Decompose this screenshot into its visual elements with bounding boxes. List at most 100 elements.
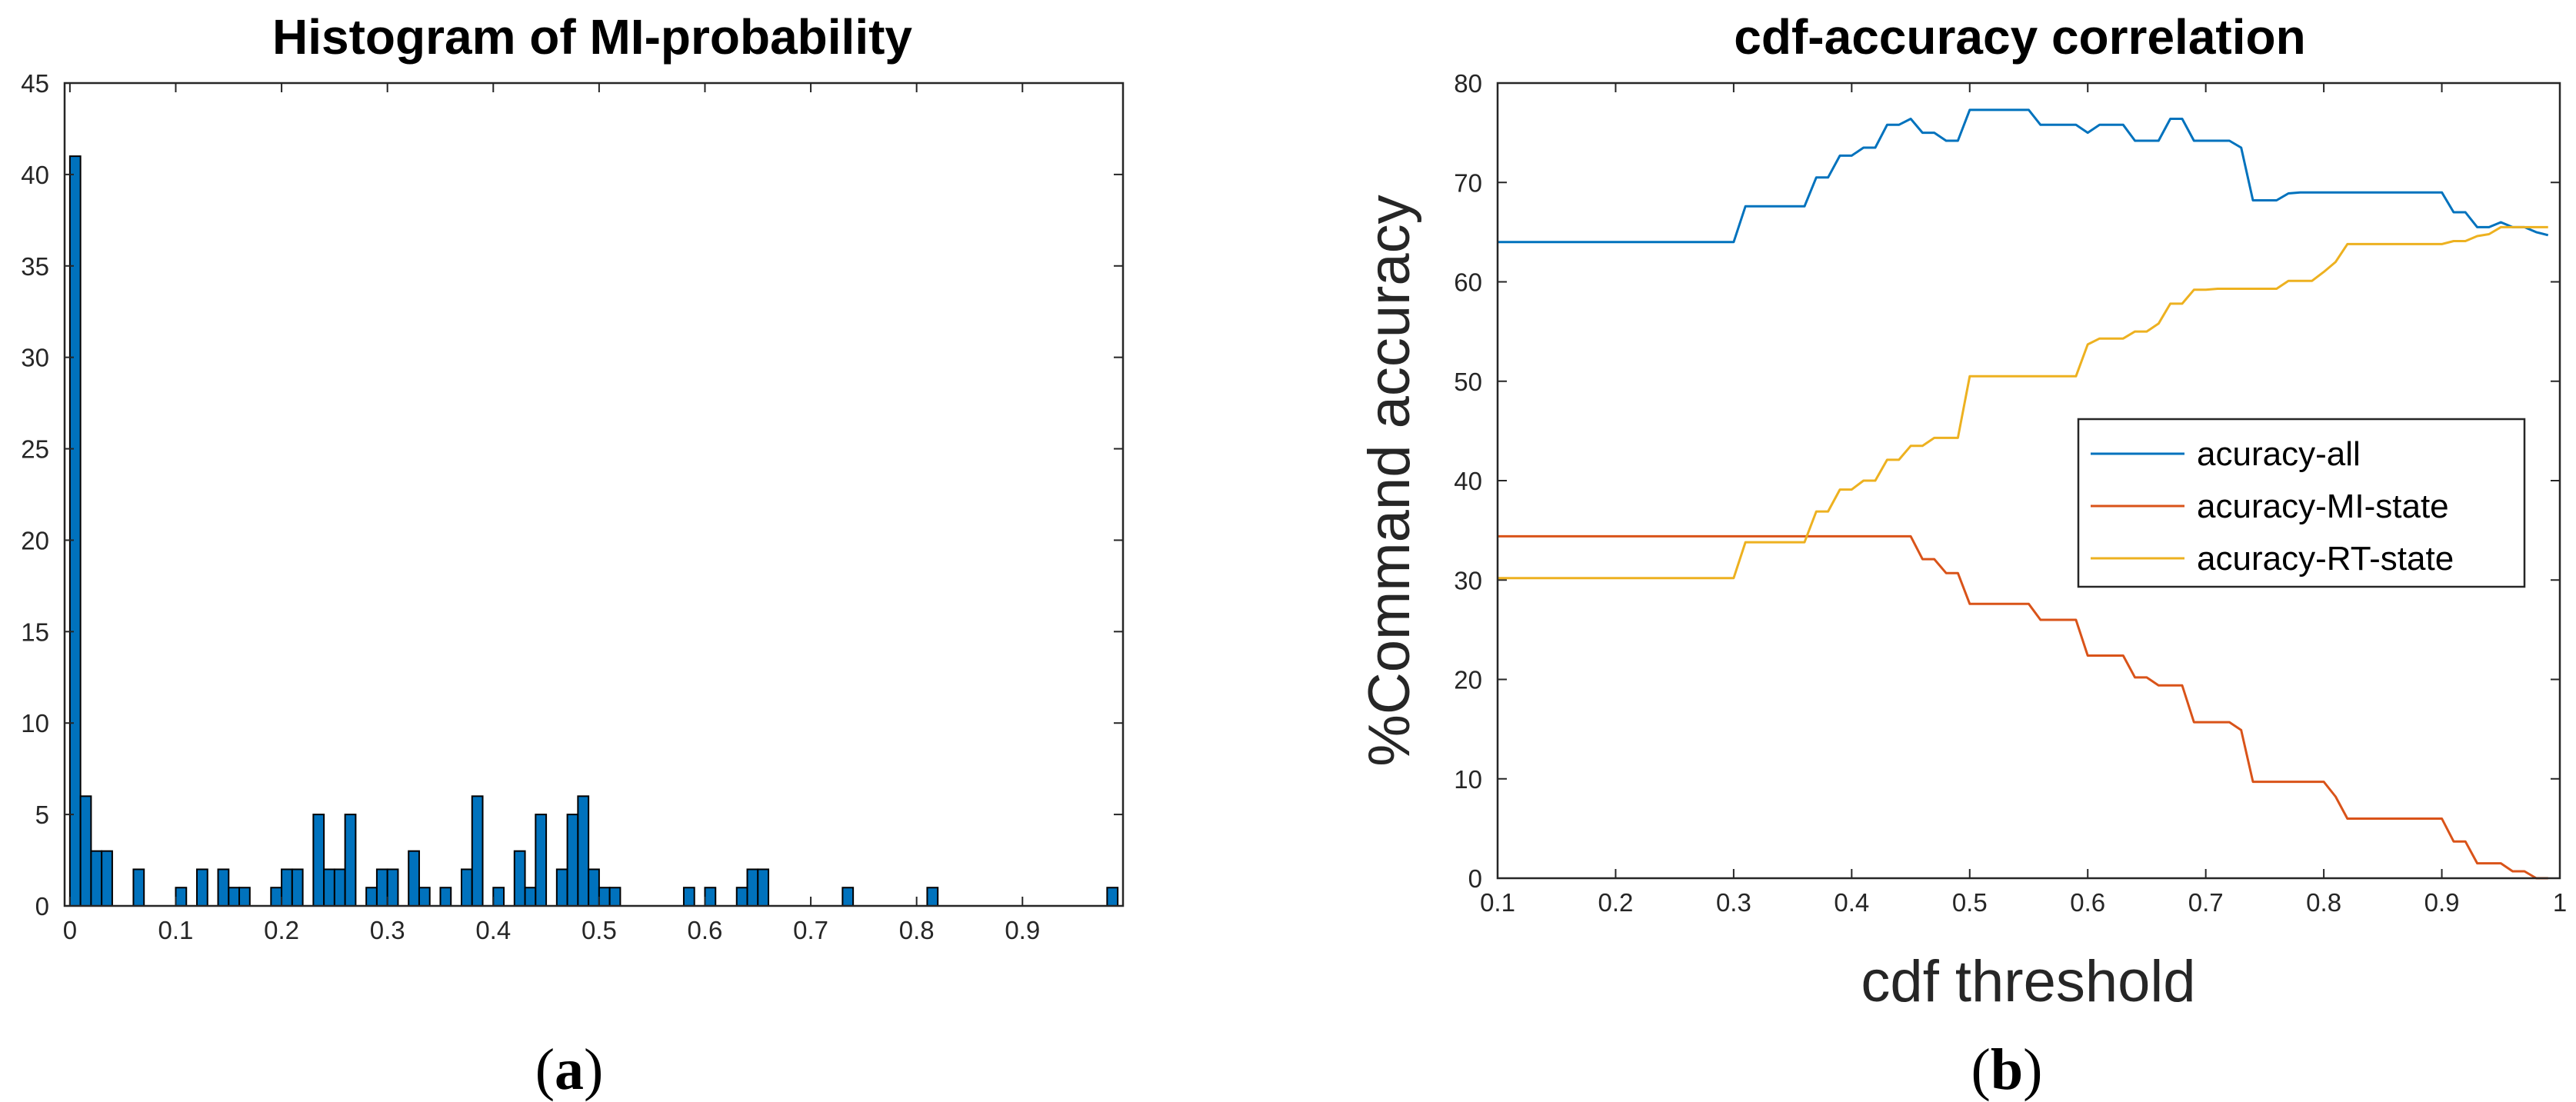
histogram-bar (386, 868, 399, 907)
x-tick-label: 0.1 (1480, 888, 1515, 917)
x-tick-label: 0.6 (688, 916, 723, 944)
x-tick-label: 0.8 (2306, 888, 2341, 917)
x-tick-label: 0.5 (582, 916, 617, 944)
y-tick-label: 40 (1454, 467, 1482, 495)
histogram-bar (323, 868, 335, 907)
histogram-bar (608, 887, 622, 907)
legend-label-acuracy-mi-state: acuracy-MI-state (2197, 488, 2449, 525)
x-tick-label: 0.4 (1834, 888, 1869, 917)
histogram-bar (270, 887, 283, 907)
histogram-bar (513, 850, 526, 907)
y-tick-label: 45 (21, 69, 49, 98)
x-tick-label: 0.7 (793, 916, 828, 944)
histogram-bar (471, 795, 484, 907)
histogram-bar (746, 868, 759, 907)
x-tick-label: 0.4 (475, 916, 511, 944)
histogram-bars (68, 155, 1119, 907)
histogram-bar (492, 887, 505, 907)
y-tick-label: 60 (1454, 268, 1482, 297)
histogram-bar (375, 868, 388, 907)
cdf-accuracy-lines (1498, 108, 2549, 880)
cdf-accuracy-axes-box (1496, 82, 2561, 880)
x-tick-label: 0.6 (2070, 888, 2105, 917)
y-tick-label: 0 (35, 892, 49, 921)
x-tick-label: 0.2 (264, 916, 299, 944)
histogram-bar (228, 887, 241, 907)
histogram-panel: Histogram of MI-probability 0 0.1 0.2 0.3 0.… (21, 9, 1125, 1102)
histogram-bar (365, 887, 378, 907)
series-line-acuracy-rt-state (1498, 225, 2548, 580)
x-tick-label: 1 (2553, 888, 2567, 917)
series-line-acuracy-all (1498, 108, 2549, 244)
x-tick-label: 0.9 (2424, 888, 2460, 917)
y-tick-label: 5 (35, 801, 49, 829)
y-tick-label: 25 (21, 435, 49, 464)
x-tick-label: 0.5 (1952, 888, 1988, 917)
y-tick-label: 20 (1454, 666, 1482, 694)
histogram-bar (598, 887, 611, 907)
y-tick-label: 40 (21, 161, 49, 189)
histogram-bar (735, 887, 748, 907)
histogram-bar (1106, 887, 1119, 907)
histogram-bar (408, 850, 420, 907)
y-tick-label: 15 (21, 618, 49, 646)
histogram-bar (704, 887, 717, 907)
histogram-bar (535, 814, 548, 907)
histogram-bar (524, 887, 537, 907)
histogram-bar (312, 814, 325, 907)
histogram-bar (344, 814, 357, 907)
histogram-bar (577, 795, 590, 907)
x-tick-label: 0.2 (1598, 888, 1634, 917)
series-line-acuracy-mi-state (1498, 534, 2548, 880)
histogram-bar (291, 868, 304, 907)
histogram-bar (132, 868, 145, 907)
x-tick-label: 0.3 (370, 916, 405, 944)
x-tick-label: 0 (63, 916, 77, 944)
histogram-bar (566, 814, 579, 907)
histogram-title: Histogram of MI-probability (272, 9, 912, 65)
y-tick-label: 30 (21, 344, 49, 372)
histogram-bar (757, 868, 770, 907)
histogram-bar (175, 887, 188, 907)
legend: acuracy-all acuracy-MI-state acuracy-RT-… (2077, 418, 2526, 588)
y-tick-label: 30 (1454, 566, 1482, 594)
histogram-bar (555, 868, 568, 907)
cdf-accuracy-panel: cdf-accuracy correlation 0.1 0.2 0.3 0.4 0.5… (1357, 9, 2567, 1102)
y-tick-label: 10 (1454, 765, 1482, 794)
histogram-bar (217, 868, 230, 907)
histogram-bar (196, 868, 208, 907)
y-tick-label: 80 (1454, 69, 1482, 98)
caption-a: (a) (535, 1037, 604, 1102)
x-tick-label: 0.3 (1716, 888, 1751, 917)
x-tick-label: 0.8 (899, 916, 935, 944)
histogram-bar (439, 887, 452, 907)
caption-b: (b) (1971, 1037, 2043, 1102)
y-tick-label: 35 (21, 252, 49, 281)
histogram-bar (101, 850, 113, 907)
histogram-bar (281, 868, 293, 907)
y-axis-label: %Command accuracy (1357, 195, 1422, 766)
x-axis-label: cdf threshold (1861, 949, 2195, 1014)
histogram-bar (238, 887, 251, 907)
x-tick-label: 0.7 (2188, 888, 2224, 917)
histogram-axes-box (63, 82, 1125, 907)
histogram-bar (588, 868, 600, 907)
histogram-bar (461, 868, 473, 907)
y-tick-label: 10 (21, 709, 49, 737)
histogram-bar (68, 155, 82, 907)
cdf-accuracy-ticks: 0.1 0.2 0.3 0.4 0.5 0.6 0.7 0.8 0.9 1010203040506… (1454, 69, 2567, 917)
histogram-bar (333, 868, 346, 907)
legend-label-acuracy-all: acuracy-all (2197, 435, 2361, 473)
histogram-bar (418, 887, 431, 907)
x-tick-label: 0.9 (1005, 916, 1040, 944)
cdf-accuracy-title: cdf-accuracy correlation (1734, 9, 2305, 65)
y-tick-label: 70 (1454, 168, 1482, 197)
histogram-bar (79, 795, 92, 907)
y-tick-label: 50 (1454, 368, 1482, 396)
histogram-bar (90, 850, 103, 907)
y-tick-label: 20 (21, 526, 49, 554)
histogram-bar (682, 887, 695, 907)
histogram-bar (841, 887, 855, 907)
histogram-ticks: 0 0.1 0.2 0.3 0.4 0.5 0.6 0.7 0.8 0.9 0 5 10 15 20 25 30… (21, 69, 1123, 944)
